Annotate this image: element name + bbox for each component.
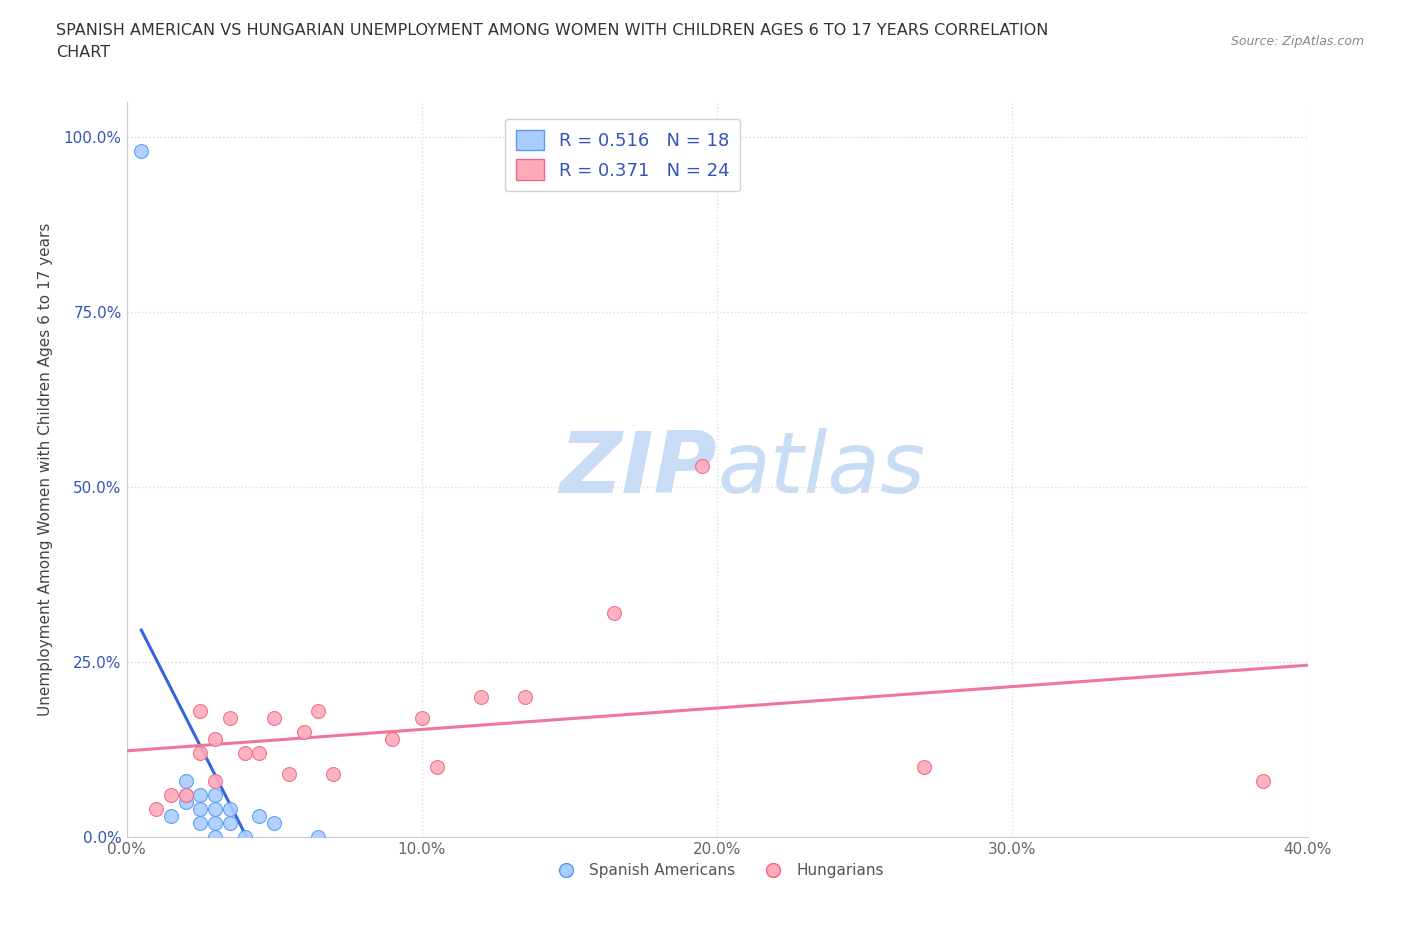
Point xyxy=(204,774,226,789)
Point xyxy=(204,788,226,803)
Point xyxy=(204,732,226,747)
Point xyxy=(188,704,212,719)
Point xyxy=(204,830,226,844)
Point xyxy=(1253,774,1275,789)
Text: SPANISH AMERICAN VS HUNGARIAN UNEMPLOYMENT AMONG WOMEN WITH CHILDREN AGES 6 TO 1: SPANISH AMERICAN VS HUNGARIAN UNEMPLOYME… xyxy=(56,23,1049,38)
Point xyxy=(219,802,242,817)
Point xyxy=(129,144,153,159)
Point xyxy=(204,816,226,830)
Point xyxy=(219,816,242,830)
Point xyxy=(233,830,256,844)
Point xyxy=(249,808,271,823)
Point xyxy=(912,760,935,775)
Text: atlas: atlas xyxy=(717,428,925,512)
Point xyxy=(204,802,226,817)
Point xyxy=(174,788,197,803)
Point xyxy=(322,766,344,781)
Point xyxy=(174,774,197,789)
Point xyxy=(381,732,404,747)
Point xyxy=(188,802,212,817)
Point xyxy=(292,724,315,739)
Point xyxy=(160,808,183,823)
Point xyxy=(249,746,271,761)
Point xyxy=(188,788,212,803)
Point xyxy=(174,794,197,809)
Point xyxy=(308,830,330,844)
Point xyxy=(411,711,433,725)
Point xyxy=(145,802,167,817)
Point xyxy=(515,690,537,705)
Point xyxy=(425,760,447,775)
Text: Source: ZipAtlas.com: Source: ZipAtlas.com xyxy=(1230,35,1364,48)
Point xyxy=(263,711,285,725)
Point xyxy=(470,690,492,705)
Point xyxy=(603,605,626,620)
Point xyxy=(263,816,285,830)
Point xyxy=(233,746,256,761)
Point xyxy=(308,704,330,719)
Point xyxy=(188,816,212,830)
Point xyxy=(278,766,301,781)
Point xyxy=(160,788,183,803)
Point xyxy=(692,458,714,473)
Y-axis label: Unemployment Among Women with Children Ages 6 to 17 years: Unemployment Among Women with Children A… xyxy=(38,223,52,716)
Point xyxy=(188,746,212,761)
Point xyxy=(174,788,197,803)
Point xyxy=(219,711,242,725)
Legend: Spanish Americans, Hungarians: Spanish Americans, Hungarians xyxy=(544,857,890,884)
Text: CHART: CHART xyxy=(56,45,110,60)
Text: ZIP: ZIP xyxy=(560,428,717,512)
